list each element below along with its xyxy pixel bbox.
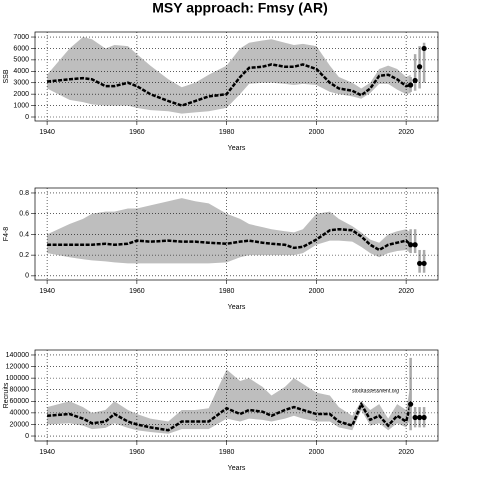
x-tick-label: 2020 bbox=[398, 129, 414, 136]
projection-point bbox=[421, 260, 427, 267]
plot-frame bbox=[34, 349, 439, 442]
y-tick-label: 60000 bbox=[10, 398, 30, 405]
projection-point bbox=[417, 414, 423, 421]
x-tick-label: 1980 bbox=[219, 288, 235, 295]
x-tick-label: 2020 bbox=[398, 288, 414, 295]
y-tick-label: 2000 bbox=[13, 91, 29, 98]
projection-point bbox=[421, 414, 427, 421]
x-tick-label: 1940 bbox=[39, 288, 55, 295]
y-tick-label: 7000 bbox=[13, 34, 29, 41]
chart-title: MSY approach: Fmsy (AR) bbox=[152, 0, 328, 16]
y-tick-label: 0.2 bbox=[19, 252, 29, 259]
x-axis-label: Years bbox=[228, 465, 246, 472]
y-tick-label: 0 bbox=[25, 114, 29, 121]
annotation: stockassessment.org bbox=[352, 388, 399, 394]
y-tick-label: 40000 bbox=[10, 410, 30, 417]
median-line bbox=[46, 63, 411, 107]
projection-point bbox=[421, 45, 427, 52]
x-tick-label: 2000 bbox=[309, 288, 325, 295]
y-tick-label: 120000 bbox=[6, 363, 29, 370]
projection-point bbox=[408, 242, 414, 248]
y-tick-label: 4000 bbox=[13, 68, 29, 75]
projection-point bbox=[408, 82, 414, 88]
y-tick-label: 0.8 bbox=[19, 190, 29, 197]
y-tick-label: 0 bbox=[25, 433, 29, 440]
x-axis-label: Years bbox=[228, 304, 246, 311]
x-tick-label: 1980 bbox=[219, 449, 235, 456]
y-axis-label: F4-8 bbox=[3, 227, 10, 242]
x-axis-label: Years bbox=[228, 145, 246, 152]
x-tick-label: 2000 bbox=[309, 129, 325, 136]
projection-point bbox=[412, 77, 418, 84]
y-tick-label: 100000 bbox=[6, 375, 29, 382]
y-axis-label: Recruits bbox=[3, 382, 10, 408]
x-tick-label: 1940 bbox=[39, 449, 55, 456]
x-tick-label: 1960 bbox=[129, 449, 145, 456]
y-tick-label: 140000 bbox=[6, 352, 29, 359]
projection-point bbox=[417, 64, 423, 70]
plot-frame bbox=[34, 31, 439, 122]
x-tick-label: 1960 bbox=[129, 129, 145, 136]
confidence-band bbox=[47, 198, 411, 264]
y-tick-label: 0.4 bbox=[19, 231, 29, 238]
x-tick-label: 1940 bbox=[39, 129, 55, 136]
projection-point bbox=[412, 242, 418, 248]
confidence-band bbox=[47, 369, 411, 434]
y-tick-label: 0.6 bbox=[19, 211, 29, 218]
projection-point bbox=[412, 414, 418, 421]
x-tick-label: 1960 bbox=[129, 288, 145, 295]
plot-frame bbox=[34, 187, 439, 281]
projection-point bbox=[417, 260, 423, 267]
y-tick-label: 80000 bbox=[10, 387, 30, 394]
y-tick-label: 6000 bbox=[13, 45, 29, 52]
y-tick-label: 5000 bbox=[13, 57, 29, 64]
y-axis-label: SSB bbox=[3, 69, 10, 83]
projection-point bbox=[408, 401, 414, 407]
y-tick-label: 3000 bbox=[13, 80, 29, 87]
median-line bbox=[47, 227, 412, 252]
y-tick-label: 0 bbox=[25, 273, 29, 280]
x-tick-label: 2000 bbox=[309, 449, 325, 456]
x-tick-label: 2020 bbox=[398, 449, 414, 456]
y-tick-label: 1000 bbox=[13, 102, 29, 109]
median-line bbox=[47, 401, 412, 432]
y-tick-label: 20000 bbox=[10, 421, 30, 428]
x-tick-label: 1980 bbox=[219, 129, 235, 136]
